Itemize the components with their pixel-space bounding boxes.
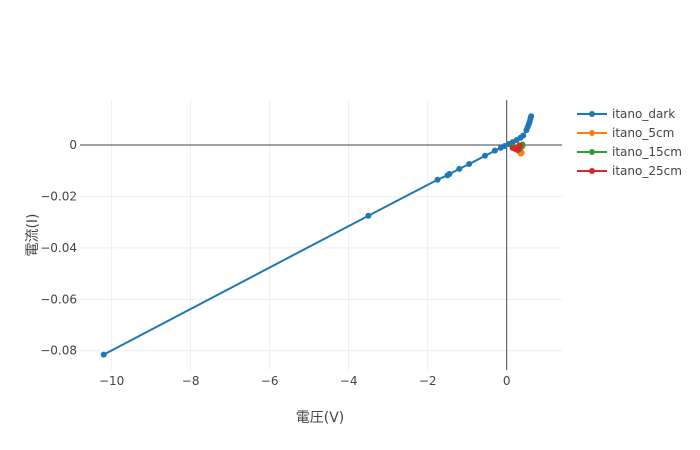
x-tick-label: −6 — [261, 374, 279, 388]
legend-label: itano_5cm — [612, 126, 674, 140]
x-tick-label: −2 — [419, 374, 437, 388]
legend-item: itano_15cm — [577, 145, 682, 159]
legend-label: itano_dark — [612, 107, 675, 121]
series-itano_25cm — [509, 142, 523, 153]
legend-label: itano_25cm — [612, 164, 682, 178]
legend-marker — [589, 168, 595, 174]
series-layer — [100, 113, 535, 358]
legend-marker — [589, 111, 595, 117]
data-point — [528, 113, 535, 120]
x-tick-labels: −10 −8 −6 −4 −2 0 — [99, 374, 511, 388]
x-tick-label: −10 — [99, 374, 124, 388]
data-point — [491, 147, 498, 154]
data-point — [520, 132, 527, 139]
y-tick-label: −0.04 — [40, 241, 77, 255]
data-point — [481, 152, 488, 159]
legend-item: itano_dark — [577, 107, 675, 121]
data-point — [365, 212, 372, 219]
data-point — [446, 171, 453, 178]
data-point — [100, 351, 107, 358]
y-tick-label: 0 — [69, 138, 77, 152]
data-point — [434, 176, 441, 183]
x-axis-title: 電圧(V) — [296, 410, 345, 426]
data-point — [466, 161, 473, 168]
legend-item: itano_5cm — [577, 126, 674, 140]
data-point — [456, 165, 463, 172]
legend-marker — [589, 149, 595, 155]
y-axis-title: 電流(I) — [25, 213, 41, 256]
x-tick-label: 0 — [503, 374, 511, 388]
y-tick-label: −0.02 — [40, 189, 77, 203]
legend-marker — [589, 130, 595, 136]
x-tick-label: −8 — [182, 374, 200, 388]
x-tick-label: −4 — [340, 374, 358, 388]
legend: itano_dark itano_5cm itano_15cm itano_25cm — [577, 107, 682, 178]
data-point — [516, 142, 523, 149]
legend-item: itano_25cm — [577, 164, 682, 178]
y-tick-label: −0.08 — [40, 344, 77, 358]
y-tick-label: −0.06 — [40, 292, 77, 306]
y-tick-labels: 0 −0.02 −0.04 −0.06 −0.08 — [40, 138, 77, 358]
series-itano_dark — [100, 113, 535, 358]
legend-label: itano_15cm — [612, 145, 682, 159]
